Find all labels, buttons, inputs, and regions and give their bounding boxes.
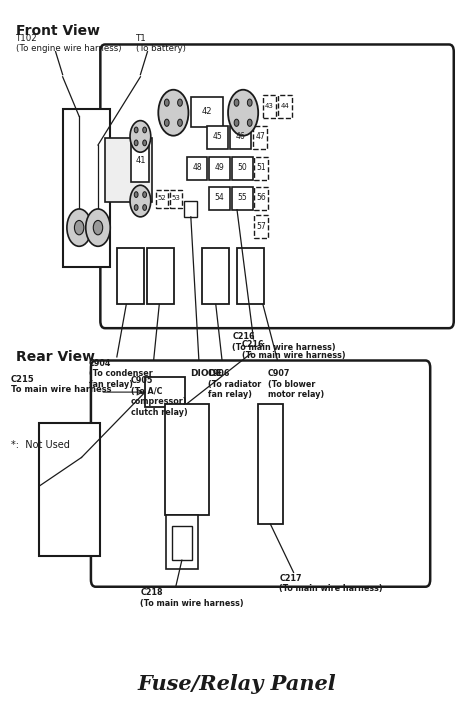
Text: 42: 42 xyxy=(202,107,212,116)
Text: 43: 43 xyxy=(265,102,274,109)
Circle shape xyxy=(143,192,146,198)
Bar xyxy=(147,249,174,304)
Text: T102
(To engine wire harness): T102 (To engine wire harness) xyxy=(16,34,121,53)
Text: 51: 51 xyxy=(256,163,266,172)
Circle shape xyxy=(247,119,252,126)
Bar xyxy=(258,404,283,524)
Circle shape xyxy=(234,99,239,106)
Bar xyxy=(105,138,152,203)
Circle shape xyxy=(158,89,189,136)
Circle shape xyxy=(178,99,182,106)
FancyBboxPatch shape xyxy=(91,360,430,587)
Bar xyxy=(156,190,168,208)
Text: 56: 56 xyxy=(256,193,266,202)
Bar xyxy=(166,515,198,569)
Circle shape xyxy=(143,205,146,211)
Text: 55: 55 xyxy=(237,193,247,202)
Bar xyxy=(63,109,110,267)
Text: 46: 46 xyxy=(236,132,245,141)
Bar xyxy=(187,156,207,180)
Text: 45: 45 xyxy=(213,132,223,141)
Bar xyxy=(209,187,230,210)
Circle shape xyxy=(143,127,146,133)
Bar xyxy=(165,404,209,515)
Text: Fuse/Relay Panel: Fuse/Relay Panel xyxy=(137,674,337,694)
Text: 48: 48 xyxy=(192,163,202,172)
Circle shape xyxy=(130,185,151,217)
Text: C907
(To blower
motor relay): C907 (To blower motor relay) xyxy=(268,369,324,399)
Circle shape xyxy=(93,221,103,235)
Circle shape xyxy=(134,205,138,211)
Bar xyxy=(232,187,253,210)
Bar xyxy=(254,125,267,149)
Bar xyxy=(191,97,223,127)
Text: T1
(To battery): T1 (To battery) xyxy=(136,34,185,53)
Circle shape xyxy=(234,119,239,126)
Circle shape xyxy=(143,140,146,146)
Text: C216
(To main wire harness): C216 (To main wire harness) xyxy=(232,332,336,352)
Bar xyxy=(255,216,268,239)
Circle shape xyxy=(130,120,151,152)
Circle shape xyxy=(67,209,91,247)
Circle shape xyxy=(134,192,138,198)
Circle shape xyxy=(247,99,252,106)
Text: 57: 57 xyxy=(256,221,266,231)
Text: 41: 41 xyxy=(135,156,146,165)
Bar xyxy=(263,94,276,118)
Bar xyxy=(145,377,185,407)
Bar xyxy=(184,201,197,217)
Bar xyxy=(209,156,230,180)
Text: C217
(To main wire harness): C217 (To main wire harness) xyxy=(279,574,383,593)
Circle shape xyxy=(164,119,169,126)
Bar xyxy=(255,156,268,180)
Bar xyxy=(39,423,100,556)
Text: 44: 44 xyxy=(281,102,290,109)
Text: DIODE: DIODE xyxy=(190,369,222,378)
Bar xyxy=(131,137,149,182)
Text: C215
To main wire harness: C215 To main wire harness xyxy=(11,375,111,394)
Bar xyxy=(232,156,253,180)
Circle shape xyxy=(134,140,138,146)
Text: C216
(To main wire harness): C216 (To main wire harness) xyxy=(242,340,346,360)
Text: 50: 50 xyxy=(237,163,247,172)
Circle shape xyxy=(178,119,182,126)
Bar xyxy=(207,125,228,149)
Text: C906
(To radiator
fan relay): C906 (To radiator fan relay) xyxy=(208,369,261,399)
Text: 52: 52 xyxy=(158,195,166,201)
Text: 54: 54 xyxy=(215,193,225,202)
Text: C218
(To main wire harness): C218 (To main wire harness) xyxy=(140,588,244,608)
Bar xyxy=(201,249,228,304)
Text: 47: 47 xyxy=(255,132,265,141)
Text: 49: 49 xyxy=(215,163,225,172)
FancyBboxPatch shape xyxy=(100,45,454,328)
Bar xyxy=(237,249,264,304)
Bar xyxy=(278,94,292,118)
Text: 53: 53 xyxy=(171,195,180,201)
Circle shape xyxy=(134,127,138,133)
Text: Rear View: Rear View xyxy=(16,350,94,363)
Circle shape xyxy=(164,99,169,106)
Text: *:  Not Used: *: Not Used xyxy=(11,440,70,449)
Bar xyxy=(172,526,192,560)
Circle shape xyxy=(86,209,110,247)
Bar xyxy=(170,190,182,208)
Bar xyxy=(255,187,268,210)
Circle shape xyxy=(228,89,258,136)
Text: C904
(To condenser
fan relay): C904 (To condenser fan relay) xyxy=(89,359,152,389)
Circle shape xyxy=(74,221,84,235)
Bar xyxy=(230,125,251,149)
Bar xyxy=(117,249,144,304)
Text: Front View: Front View xyxy=(16,25,100,38)
Text: C905
(To A/C
compressor)
clutch relay): C905 (To A/C compressor) clutch relay) xyxy=(131,376,188,417)
